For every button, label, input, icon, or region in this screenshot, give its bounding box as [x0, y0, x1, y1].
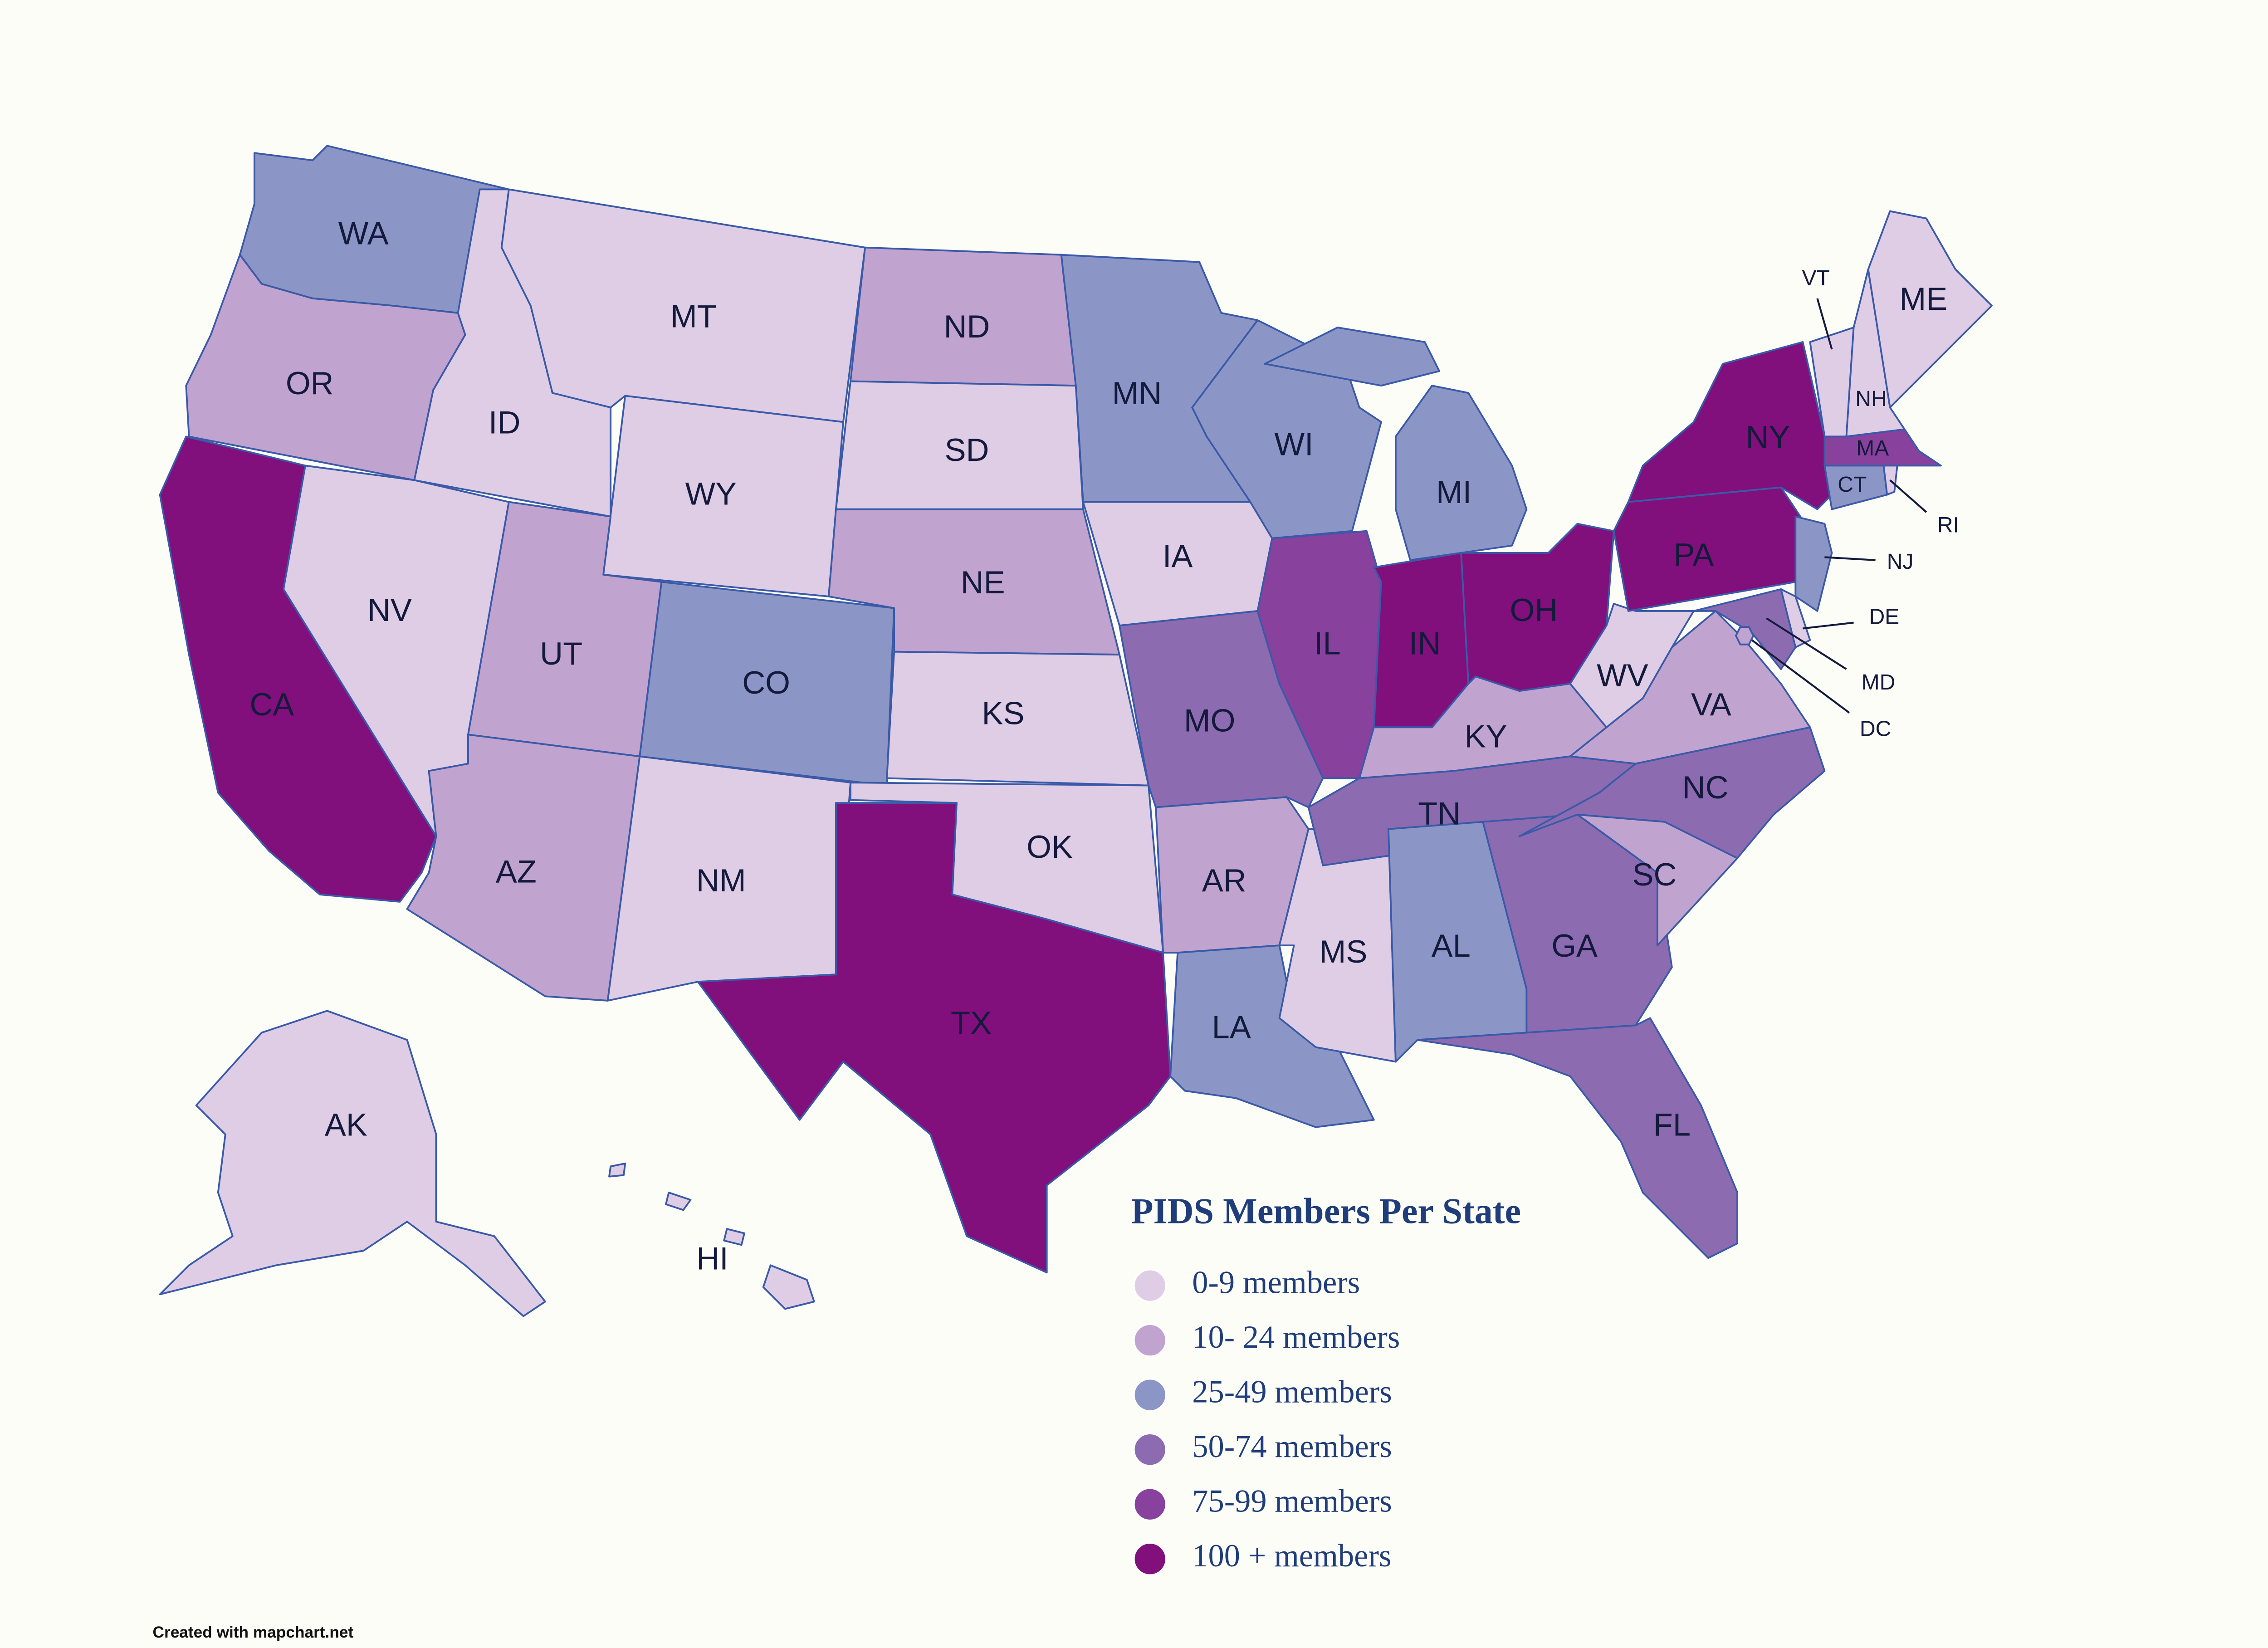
state — [665, 1192, 692, 1211]
state-label: CA — [249, 686, 294, 722]
state-label: AL — [1432, 928, 1471, 963]
state-label: DC — [1860, 716, 1891, 741]
state-label: KS — [982, 695, 1025, 731]
state — [1693, 588, 1797, 670]
state-label: WY — [685, 475, 737, 511]
legend-label: 75-99 members — [1192, 1483, 1392, 1519]
leader-line — [1889, 479, 1927, 513]
state-label: SC — [1632, 856, 1677, 892]
state-label: IA — [1163, 538, 1193, 574]
state-label: MS — [1320, 934, 1368, 969]
state-label: PA — [1674, 537, 1714, 572]
state-label: MI — [1436, 474, 1471, 510]
state-label: NE — [961, 564, 1005, 600]
state-label: RI — [1937, 513, 1959, 538]
leader-line — [1751, 639, 1850, 714]
state-label: ND — [943, 308, 990, 344]
state-label: SD — [944, 432, 989, 468]
state-label: WA — [338, 215, 389, 251]
legend-label: 25-49 members — [1192, 1374, 1392, 1409]
state — [697, 802, 1172, 1274]
state-label: WV — [1597, 657, 1648, 693]
legend-swatch — [1133, 1269, 1167, 1302]
state-label: OK — [1026, 829, 1073, 865]
state-label: NJ — [1887, 549, 1914, 574]
state-labels: WA OR CA ID NV MT WY UT AZ CO NM ND SD NE KS OK TX MN IA MO… — [249, 215, 1959, 1276]
state-label: MO — [1184, 702, 1236, 738]
state-label: AR — [1202, 862, 1246, 898]
state-label: DE — [1869, 605, 1899, 629]
state — [608, 1162, 626, 1178]
leader-line — [1803, 621, 1854, 630]
state-label: MD — [1862, 670, 1896, 694]
state-label: ME — [1900, 281, 1948, 317]
state-label: VT — [1802, 266, 1829, 290]
state-label: OH — [1510, 592, 1558, 628]
state-label: MN — [1112, 375, 1162, 411]
state-label: NC — [1682, 769, 1729, 805]
state-label: NM — [696, 862, 746, 898]
state-label: UT — [540, 636, 582, 671]
state-label: LA — [1212, 1009, 1251, 1045]
state — [723, 1228, 745, 1246]
legend-swatch — [1133, 1542, 1167, 1576]
state-label: NV — [367, 592, 412, 628]
legend-swatch — [1133, 1378, 1167, 1412]
state-label: MA — [1856, 436, 1889, 460]
leader-line — [1824, 556, 1876, 561]
state — [1518, 726, 1826, 859]
state-label: AK — [325, 1106, 367, 1142]
state-label: AZ — [496, 854, 537, 890]
state-label: OR — [286, 365, 334, 401]
legend-label: 10- 24 members — [1192, 1320, 1400, 1355]
legend-swatch — [1133, 1323, 1167, 1357]
state-label: IN — [1409, 625, 1441, 661]
legend-label: 0-9 members — [1192, 1265, 1360, 1300]
state-label: HI — [696, 1240, 728, 1276]
legend-title: PIDS Members Per State — [1131, 1191, 1521, 1231]
state-label: NY — [1745, 419, 1790, 455]
leader-line — [1766, 617, 1847, 670]
state — [1417, 1017, 1739, 1259]
state — [762, 1264, 815, 1310]
state — [1264, 327, 1441, 387]
legend-swatch — [1133, 1487, 1167, 1521]
credit: Created with mapchart.net — [153, 1624, 354, 1641]
legend-label: 100 + members — [1192, 1538, 1391, 1574]
state-label: IL — [1314, 625, 1341, 661]
state-label: FL — [1653, 1106, 1691, 1142]
state — [159, 1010, 546, 1317]
leader-line — [1816, 298, 1833, 350]
state-label: CT — [1838, 472, 1867, 497]
state — [500, 188, 866, 423]
state-label: KY — [1465, 719, 1507, 754]
state-label: TN — [1418, 795, 1461, 831]
state — [1794, 515, 1833, 612]
state-label: TX — [951, 1005, 992, 1041]
state-label: ID — [489, 404, 521, 440]
state-label: MT — [670, 298, 717, 334]
state-label: VA — [1691, 686, 1731, 722]
state — [1845, 268, 1906, 438]
legend: 0-9 members 10- 24 members 25-49 members 50… — [1133, 1265, 1400, 1576]
states — [159, 145, 1993, 1317]
legend-label: 50-74 members — [1192, 1429, 1392, 1464]
legend-swatch — [1133, 1433, 1167, 1467]
state-label: GA — [1551, 928, 1598, 963]
state-label: NH — [1855, 386, 1887, 411]
state — [1735, 626, 1755, 646]
state — [1395, 385, 1528, 561]
state — [1867, 210, 1993, 409]
state-label: WI — [1274, 426, 1313, 462]
state-label: CO — [742, 665, 790, 700]
